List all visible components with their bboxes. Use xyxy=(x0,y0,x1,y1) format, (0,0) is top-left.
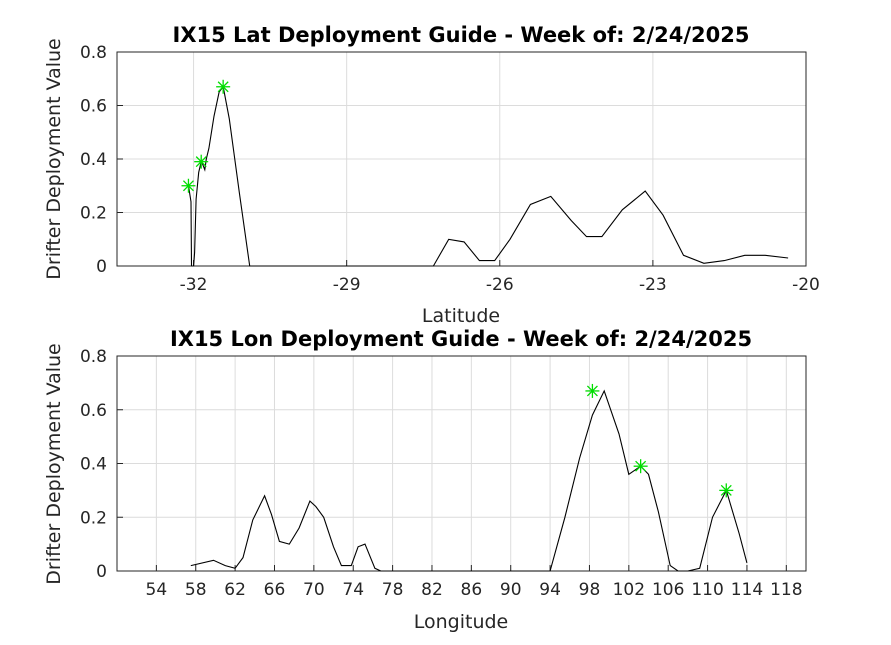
lat-x-tick-label: -26 xyxy=(486,275,514,295)
lon-x-tick-label: 66 xyxy=(264,580,286,600)
lon-y-tick-label: 0 xyxy=(96,562,107,582)
lon-series-line xyxy=(190,389,748,572)
lat-x-axis-label: Latitude xyxy=(422,305,500,327)
lon-series xyxy=(190,389,748,572)
lon-peak-marker xyxy=(719,483,734,498)
lat-y-tick-label: 0.2 xyxy=(80,204,107,224)
lat-peak-marker xyxy=(181,178,196,193)
lon-axes: 0 0.2 0.4 0.6 0.8 54 58 62 66 70 74 78 82 86 90 94 98 10… xyxy=(43,327,807,633)
lon-x-ticks: 54 58 62 66 70 74 78 82 86 90 94 98 102 106 110 114 118 xyxy=(146,565,803,600)
lon-markers xyxy=(585,383,734,498)
lon-x-tick-label: 118 xyxy=(770,580,802,600)
lon-y-tick-label: 0.6 xyxy=(80,401,107,421)
lon-x-tick-label: 70 xyxy=(303,580,325,600)
lat-axes: 0 0.2 0.4 0.6 0.8 -32 -29 -26 -23 -20 IX15 Lat D… xyxy=(43,23,820,327)
lat-y-tick-label: 0.4 xyxy=(80,150,107,170)
lon-x-tick-label: 86 xyxy=(461,580,483,600)
lon-x-tick-label: 110 xyxy=(691,580,723,600)
lon-x-axis-label: Longitude xyxy=(414,611,509,633)
lon-x-tick-label: 58 xyxy=(185,580,207,600)
lat-series-line xyxy=(187,85,789,267)
lon-chart-title: IX15 Lon Deployment Guide - Week of: 2/2… xyxy=(170,327,752,351)
lon-x-tick-label: 90 xyxy=(500,580,522,600)
lon-x-tick-label: 74 xyxy=(342,580,364,600)
lat-x-ticks: -32 -29 -26 -23 -20 xyxy=(180,260,820,295)
lat-y-ticks: 0 0.2 0.4 0.6 0.8 xyxy=(80,43,123,277)
lat-markers xyxy=(181,79,231,193)
lat-chart-title: IX15 Lat Deployment Guide - Week of: 2/2… xyxy=(173,23,750,47)
lat-peak-marker xyxy=(216,79,231,94)
lon-y-tick-label: 0.8 xyxy=(80,347,107,367)
lat-x-tick-label: -32 xyxy=(180,275,208,295)
lon-x-tick-label: 102 xyxy=(613,580,645,600)
lon-x-tick-label: 98 xyxy=(579,580,601,600)
lat-x-tick-label: -29 xyxy=(333,275,361,295)
lat-peak-marker xyxy=(194,154,209,169)
lon-y-tick-label: 0.2 xyxy=(80,508,107,528)
lon-grid xyxy=(117,355,806,572)
lon-peak-marker xyxy=(585,383,600,398)
lon-x-tick-label: 94 xyxy=(539,580,561,600)
lon-y-axis-label: Drifter Deployment Value xyxy=(43,343,65,585)
lat-y-tick-label: 0.6 xyxy=(80,97,107,117)
lon-x-tick-label: 62 xyxy=(224,580,246,600)
lon-x-tick-label: 78 xyxy=(382,580,404,600)
lon-peak-marker xyxy=(633,459,648,474)
lon-x-tick-label: 54 xyxy=(146,580,168,600)
lon-x-tick-label: 106 xyxy=(652,580,684,600)
lat-x-tick-label: -23 xyxy=(639,275,667,295)
lat-y-tick-label: 0 xyxy=(96,257,107,277)
lon-x-tick-label: 82 xyxy=(421,580,443,600)
lon-x-tick-label: 114 xyxy=(731,580,763,600)
lon-y-tick-label: 0.4 xyxy=(80,455,107,475)
lat-y-axis-label: Drifter Deployment Value xyxy=(43,38,65,280)
lat-y-tick-label: 0.8 xyxy=(80,43,107,63)
lat-series xyxy=(187,85,789,267)
lat-x-tick-label: -20 xyxy=(792,275,820,295)
lon-y-ticks: 0 0.2 0.4 0.6 0.8 xyxy=(80,347,123,582)
